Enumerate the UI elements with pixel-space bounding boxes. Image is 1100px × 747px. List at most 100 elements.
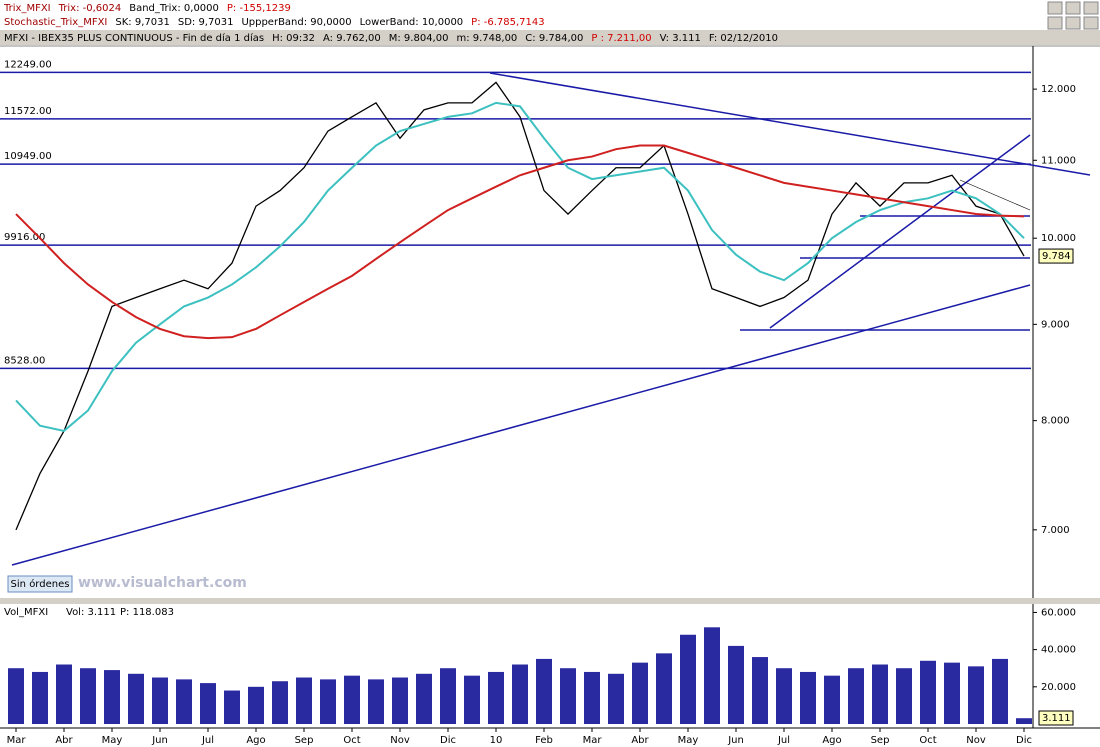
volume-bar bbox=[752, 657, 768, 724]
panel-divider bbox=[0, 598, 1100, 604]
volume-bar bbox=[656, 653, 672, 724]
volume-bar bbox=[704, 627, 720, 724]
header-item: Band_Trix: 0,0000 bbox=[129, 3, 219, 14]
x-tick-label: Jul bbox=[777, 735, 790, 746]
x-tick-label: Nov bbox=[966, 735, 986, 746]
header-item: MFXI - IBEX35 PLUS CONTINUOUS - Fin de d… bbox=[4, 32, 264, 44]
series-line bbox=[15, 144, 1025, 340]
header-item: P: -155,1239 bbox=[227, 3, 291, 14]
header-item: SD: 9,7031 bbox=[178, 17, 234, 28]
volume-bar bbox=[416, 673, 432, 724]
volume-bar bbox=[800, 671, 816, 724]
volume-bar bbox=[608, 673, 624, 724]
trendlines bbox=[11, 72, 1091, 566]
volume-bar bbox=[1016, 718, 1032, 724]
x-tick-label: Jun bbox=[727, 735, 744, 746]
volume-bar bbox=[128, 673, 144, 724]
volume-bar bbox=[176, 679, 192, 724]
volume-bar bbox=[392, 677, 408, 724]
header-item: Stochastic_Trix_MFXI bbox=[4, 17, 107, 28]
series-line bbox=[15, 81, 1025, 531]
header-item: P: -6.785,7143 bbox=[471, 17, 544, 28]
volume-bar bbox=[272, 681, 288, 724]
volume-bar bbox=[776, 668, 792, 724]
y-tick-label: 40.000 bbox=[1041, 645, 1076, 656]
volume-bar bbox=[896, 668, 912, 724]
x-tick-label: Mar bbox=[7, 735, 27, 746]
header-item: H: 09:32 bbox=[272, 33, 315, 44]
volume-bar bbox=[512, 664, 528, 724]
x-tick-label: Abr bbox=[55, 735, 73, 746]
x-tick-label: Ago bbox=[822, 735, 841, 746]
volume-title: Vol_MFXI bbox=[4, 607, 48, 618]
volume-bar bbox=[152, 677, 168, 724]
volume-bar bbox=[200, 683, 216, 724]
x-tick-label: 10 bbox=[490, 735, 503, 746]
volume-note: P: 118.083 bbox=[120, 607, 174, 618]
header-item: Trix: -0,6024 bbox=[58, 3, 122, 14]
volume-bar bbox=[488, 671, 504, 724]
window-buttons[interactable] bbox=[1047, 1, 1099, 30]
last-volume-box bbox=[1038, 710, 1074, 726]
x-tick-label: Jul bbox=[201, 735, 214, 746]
level-label: 12249.00 bbox=[4, 59, 52, 70]
last-price-box bbox=[1038, 248, 1074, 264]
volume-bar bbox=[968, 666, 984, 724]
volume-bar bbox=[440, 668, 456, 724]
last-volume-label: 3.111 bbox=[1042, 713, 1071, 724]
header-line: MFXI - IBEX35 PLUS CONTINUOUS - Fin de d… bbox=[4, 32, 778, 44]
volume-bar bbox=[344, 675, 360, 724]
x-tick-label: Abr bbox=[631, 735, 649, 746]
header-line: Stochastic_Trix_MFXI SK: 9,7031 SD: 9,7031… bbox=[4, 17, 545, 28]
volume-bar bbox=[632, 662, 648, 724]
volume-bar bbox=[584, 671, 600, 724]
volume-bar bbox=[104, 670, 120, 724]
y-tick-label: 10.000 bbox=[1041, 233, 1076, 244]
x-tick-label: Oct bbox=[343, 735, 360, 746]
header-item: C: 9.784,00 bbox=[525, 33, 583, 44]
level-label: 8528.00 bbox=[4, 355, 45, 366]
volume-bar bbox=[32, 671, 48, 724]
y-tick-label: 7.000 bbox=[1041, 525, 1070, 536]
header-item: M: 9.804,00 bbox=[389, 33, 449, 44]
x-tick-label: Dic bbox=[1016, 735, 1032, 746]
y-tick-label: 8.000 bbox=[1041, 416, 1070, 427]
volume-bar bbox=[320, 679, 336, 724]
header-item: UppperBand: 90,0000 bbox=[241, 17, 351, 28]
y-tick-label: 20.000 bbox=[1041, 682, 1076, 693]
volume-bar bbox=[944, 662, 960, 724]
x-tick-label: Sep bbox=[871, 735, 890, 746]
volume-bar bbox=[8, 668, 24, 724]
volume-bar bbox=[920, 660, 936, 724]
last-price-label: 9.784 bbox=[1042, 251, 1071, 262]
volume-bar bbox=[824, 675, 840, 724]
x-tick-label: Mar bbox=[583, 735, 603, 746]
y-tick-label: 60.000 bbox=[1041, 607, 1076, 618]
trendline-thin bbox=[959, 179, 1031, 211]
level-label: 9916.00 bbox=[4, 232, 45, 243]
x-tick-label: Oct bbox=[919, 735, 936, 746]
header-item: m: 9.748,00 bbox=[456, 33, 517, 44]
volume-bar bbox=[848, 668, 864, 724]
orders-button-label[interactable]: Sin órdenes bbox=[11, 578, 70, 590]
x-tick-label: Dic bbox=[440, 735, 456, 746]
header-item: P : 7.211,00 bbox=[591, 33, 651, 44]
y-tick-label: 12.000 bbox=[1041, 84, 1076, 95]
header-item: V: 3.111 bbox=[660, 33, 701, 44]
volume-bar bbox=[536, 658, 552, 724]
orders-button[interactable] bbox=[7, 575, 73, 593]
x-tick-label: May bbox=[678, 735, 699, 746]
volume-bar bbox=[224, 690, 240, 724]
quote-bar bbox=[0, 30, 1100, 45]
x-tick-label: Nov bbox=[390, 735, 410, 746]
x-tick-label: Sep bbox=[295, 735, 314, 746]
x-tick-label: Feb bbox=[535, 735, 553, 746]
level-label: 11572.00 bbox=[4, 106, 52, 117]
header-item: SK: 9,7031 bbox=[115, 17, 169, 28]
x-tick-label: Ago bbox=[246, 735, 265, 746]
volume-bar bbox=[872, 664, 888, 724]
volume-bar bbox=[248, 686, 264, 724]
level-label: 10949.00 bbox=[4, 151, 52, 162]
